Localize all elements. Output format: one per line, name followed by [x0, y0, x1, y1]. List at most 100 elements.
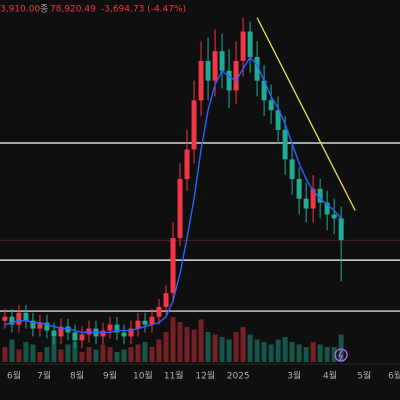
volume-bar [9, 339, 15, 362]
candle-body [212, 51, 218, 81]
candle-body [2, 316, 8, 321]
candle-body [121, 332, 127, 337]
candle-body [296, 179, 302, 199]
candle-body [331, 214, 337, 219]
candle-body [23, 312, 29, 321]
x-tick-label: 12월 [195, 370, 215, 382]
candle-body [114, 324, 120, 333]
candle-body [44, 322, 50, 331]
x-tick-label: 5월 [357, 370, 371, 382]
candle-body [142, 320, 148, 325]
alert-icon[interactable] [334, 348, 348, 362]
close-prefix: 종 [40, 4, 48, 15]
volume-bar [303, 347, 309, 362]
volume-bar [135, 344, 141, 362]
candle-body [240, 31, 246, 61]
candle-body [303, 198, 309, 209]
volume-bar [72, 342, 78, 362]
volume-bar [268, 344, 274, 362]
volume-bar [128, 347, 134, 362]
volume-bar [23, 342, 29, 362]
volume-bar [2, 347, 8, 362]
candle-body [51, 330, 57, 337]
volume-bar [233, 332, 239, 362]
volume-bar [184, 327, 190, 362]
volume-bar [51, 337, 57, 362]
candle-body [289, 159, 295, 180]
volume-bar [198, 319, 204, 362]
candle-body [100, 330, 106, 337]
volume-bar [16, 349, 22, 362]
volume-bar [191, 329, 197, 362]
candle-body [128, 328, 134, 337]
x-tick-label: 3월 [287, 370, 301, 382]
candle-body [149, 316, 155, 325]
candle-body [247, 31, 253, 58]
volume-bar [331, 347, 337, 362]
x-tick-label: 7월 [37, 370, 51, 382]
candle-body [58, 326, 64, 337]
x-tick-label: 10월 [133, 370, 153, 382]
volume-bar [296, 344, 302, 362]
alert-icon-bolt [338, 349, 343, 361]
x-tick-label: 8월 [70, 370, 84, 382]
candle-body [324, 202, 330, 215]
volume-bar [317, 344, 323, 362]
volume-bar [93, 349, 99, 362]
volume-bar [65, 344, 71, 362]
volume-bar [149, 347, 155, 362]
volume-bar [219, 337, 225, 362]
candle-body [282, 129, 288, 160]
volume-bar [254, 339, 260, 362]
volume-bar [163, 332, 169, 362]
candle-body [156, 306, 162, 317]
header: 3,910.00 종 78,920.49 -3,694.73 (-4.47%) [0, 4, 186, 15]
candle-body [261, 80, 267, 101]
volume-bar [324, 347, 330, 362]
volume-bar [205, 332, 211, 362]
volume-bar [100, 344, 106, 362]
candle-body [191, 100, 197, 150]
candle-body [16, 312, 22, 325]
volume-bar [30, 344, 36, 362]
volume-bar [107, 347, 113, 362]
low-price: 3,910.00 [0, 5, 40, 15]
change: -3,694.73 (-4.47%) [101, 5, 186, 15]
volume-bar [121, 349, 127, 362]
volume-bar [289, 342, 295, 362]
volume-bar [247, 334, 253, 362]
candle-body [198, 60, 204, 101]
x-tick-label: 9월 [103, 370, 117, 382]
volume-bar [275, 339, 281, 362]
candle-body [184, 149, 190, 180]
candle-body [163, 293, 169, 307]
candle-body [86, 328, 92, 335]
volume-bar [338, 334, 344, 362]
candle-body [177, 179, 183, 239]
candle-body [135, 320, 141, 329]
volume-bar [282, 337, 288, 362]
candle-body [254, 57, 260, 81]
moving-average-line [4, 55, 342, 334]
candle-body [170, 238, 176, 294]
candle-body [275, 110, 281, 130]
candle-body [233, 60, 239, 91]
volume-bar [156, 339, 162, 362]
volume-bar [58, 349, 64, 362]
candle-body [37, 322, 43, 329]
x-tick-label: 6월 [388, 370, 400, 382]
volume-bar [226, 339, 232, 362]
volume-bar [44, 347, 50, 362]
volume-bar [79, 352, 85, 362]
volume-bar [86, 347, 92, 362]
volume-bar [261, 342, 267, 362]
candle-body [317, 188, 323, 203]
x-tick-label: 4월 [323, 370, 337, 382]
x-tick-label: 6월 [7, 370, 21, 382]
volume-bar [177, 322, 183, 362]
candle-body [65, 326, 71, 333]
volume-bar [37, 352, 43, 362]
candle-body [30, 320, 36, 329]
volume-bar [170, 317, 176, 362]
